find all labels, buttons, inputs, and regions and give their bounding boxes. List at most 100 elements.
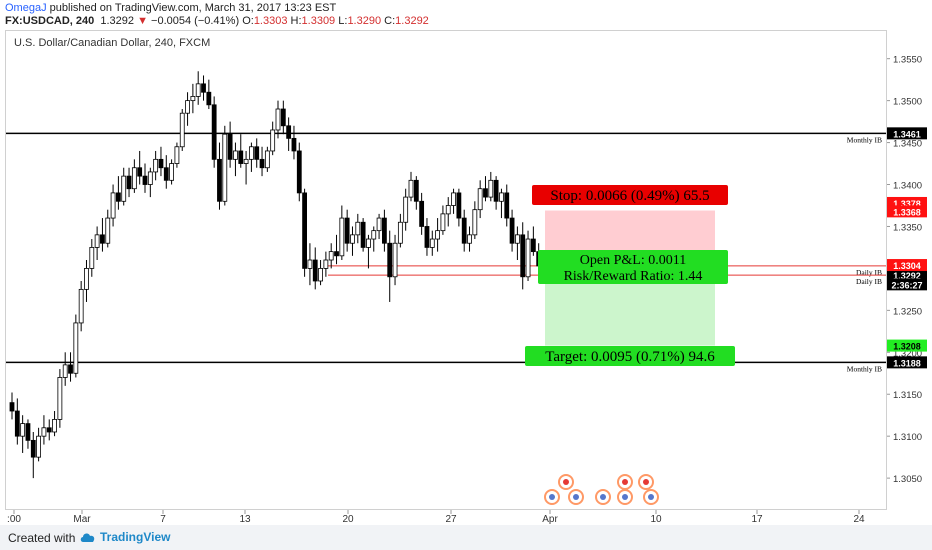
candle-body bbox=[153, 158, 159, 173]
candle-body bbox=[179, 112, 185, 148]
candle-body bbox=[110, 192, 116, 219]
price-tag-label: 1.3304 bbox=[893, 261, 921, 271]
low-label: L: bbox=[338, 15, 348, 27]
candle-body bbox=[376, 217, 382, 232]
candle-body bbox=[248, 146, 254, 160]
price-chart[interactable]: U.S. Dollar/Canadian Dollar, 240, FXCM 1.… bbox=[0, 0, 932, 525]
level-label: Monthly IB bbox=[847, 364, 882, 373]
candle-body bbox=[131, 167, 137, 190]
x-tick-label: 27 bbox=[445, 514, 457, 525]
y-tick-label: 1.3250 bbox=[893, 306, 922, 317]
close-label: C: bbox=[384, 15, 396, 27]
candle-body bbox=[381, 217, 387, 244]
candle-body bbox=[20, 423, 26, 437]
candle-body bbox=[296, 150, 302, 194]
candle-body bbox=[435, 230, 441, 240]
candle-body bbox=[488, 179, 494, 198]
candle-body bbox=[174, 146, 180, 164]
y-tick-label: 1.3150 bbox=[893, 390, 922, 401]
candle-body bbox=[121, 175, 127, 202]
candle-body bbox=[445, 205, 451, 215]
candle-body bbox=[185, 100, 190, 114]
chart-title: U.S. Dollar/Canadian Dollar, 240, FXCM bbox=[14, 37, 210, 49]
candle-body bbox=[94, 234, 100, 248]
price-tag-label: 1.3208 bbox=[893, 342, 921, 352]
close-value: 1.3292 bbox=[395, 15, 429, 27]
level-label: Monthly IB bbox=[847, 135, 882, 144]
price-tag bbox=[887, 259, 927, 272]
candle-body bbox=[520, 234, 526, 278]
price-tag-label: 1.3188 bbox=[893, 358, 921, 368]
candle-body bbox=[477, 188, 483, 211]
candle-body bbox=[116, 192, 121, 202]
candle-body bbox=[195, 83, 201, 97]
candle-body bbox=[467, 234, 472, 244]
candle-body bbox=[52, 419, 57, 433]
candle-body bbox=[36, 435, 41, 458]
stop-label-box bbox=[532, 185, 728, 205]
candle-body bbox=[387, 242, 393, 278]
candle-body bbox=[509, 217, 515, 244]
event-icon-dot bbox=[648, 494, 654, 500]
author-name[interactable]: OmegaJ bbox=[5, 2, 47, 14]
y-tick-label: 1.3100 bbox=[893, 432, 922, 443]
price-tag-label: 1.3461 bbox=[893, 129, 921, 139]
publish-line: OmegaJ published on TradingView.com, Mar… bbox=[5, 2, 336, 14]
candle-body bbox=[323, 259, 329, 269]
down-arrow-icon: ▼ bbox=[137, 15, 148, 27]
candle-body bbox=[30, 439, 36, 458]
candle-body bbox=[243, 158, 249, 164]
candle-body bbox=[25, 423, 31, 441]
candle-body bbox=[350, 234, 355, 244]
candle-body bbox=[483, 188, 488, 198]
price-tag bbox=[887, 278, 927, 291]
chart-header: OmegaJ published on TradingView.com, Mar… bbox=[0, 0, 932, 30]
candle-body bbox=[78, 288, 84, 324]
candle-body bbox=[403, 196, 409, 223]
x-tick-label: 24 bbox=[853, 514, 865, 525]
candle-body bbox=[451, 192, 456, 206]
candle-body bbox=[222, 133, 228, 202]
y-tick-label: 1.3200 bbox=[893, 348, 922, 359]
candle-body bbox=[355, 221, 361, 236]
candle-body bbox=[366, 238, 371, 248]
rr-label: Risk/Reward Ratio: 1.44 bbox=[564, 269, 703, 284]
candle-body bbox=[413, 179, 419, 202]
candle-body bbox=[73, 322, 79, 374]
candle-body bbox=[68, 364, 73, 374]
candle-body bbox=[126, 175, 132, 190]
event-icon-dot bbox=[549, 494, 555, 500]
x-tick-label: Apr bbox=[542, 514, 558, 525]
candle-body bbox=[339, 217, 345, 257]
candle-body bbox=[9, 402, 15, 412]
candle-body bbox=[254, 146, 260, 160]
stop-label: Stop: 0.0066 (0.49%) 65.5 bbox=[550, 188, 709, 204]
price-tag bbox=[887, 127, 927, 140]
tradingview-cloud-icon bbox=[80, 533, 95, 542]
y-tick-label: 1.3450 bbox=[893, 139, 922, 150]
x-tick-label: 20 bbox=[342, 514, 354, 525]
candle-body bbox=[280, 108, 286, 127]
pnl-label: Open P&L: 0.0011 bbox=[580, 253, 686, 268]
chart-frame bbox=[5, 30, 887, 510]
candle-body bbox=[137, 167, 143, 177]
event-icon-dot bbox=[622, 479, 628, 485]
y-tick-label: 1.3350 bbox=[893, 222, 922, 233]
candle-body bbox=[504, 192, 510, 219]
price-tag-label: 1.3378 bbox=[893, 199, 921, 209]
candle-body bbox=[275, 108, 281, 131]
y-tick-label: 1.3050 bbox=[893, 474, 922, 485]
tradingview-brand[interactable]: TradingView bbox=[100, 530, 171, 544]
footer-bar: Created with TradingView bbox=[0, 525, 932, 550]
x-tick-label: 17 bbox=[751, 514, 763, 525]
created-with-label: Created with bbox=[8, 531, 76, 545]
event-icon-dot bbox=[573, 494, 579, 500]
candle-body bbox=[190, 96, 196, 102]
candle-body bbox=[530, 238, 536, 253]
high-value: 1.3309 bbox=[301, 15, 336, 27]
price-tag bbox=[887, 356, 927, 369]
candle-body bbox=[57, 377, 63, 420]
price-tag bbox=[887, 269, 927, 282]
price-tag-label: 2:36:27 bbox=[891, 280, 922, 290]
candle-body bbox=[307, 259, 313, 269]
